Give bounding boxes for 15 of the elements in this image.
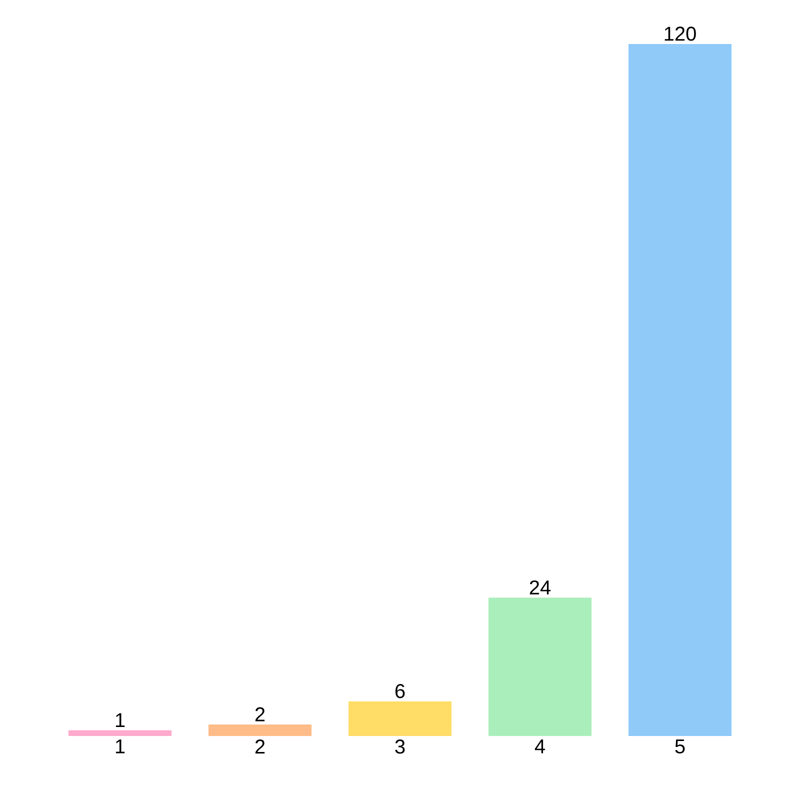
data-label: 120 (664, 26, 696, 41)
x-tick-label: 2 (255, 740, 265, 754)
x-tick-label: 4 (534, 740, 545, 754)
bar (208, 724, 312, 736)
bar (68, 730, 172, 736)
data-label: 1 (116, 713, 125, 728)
x-tick-label: 5 (675, 740, 685, 754)
data-label: 24 (530, 580, 551, 594)
data-label: 2 (255, 707, 265, 722)
bar (488, 598, 592, 736)
x-tick-label: 3 (395, 740, 405, 754)
data-label: 6 (395, 684, 405, 698)
bar (628, 44, 732, 736)
x-tick-label: 1 (116, 740, 125, 754)
bar (348, 701, 452, 736)
